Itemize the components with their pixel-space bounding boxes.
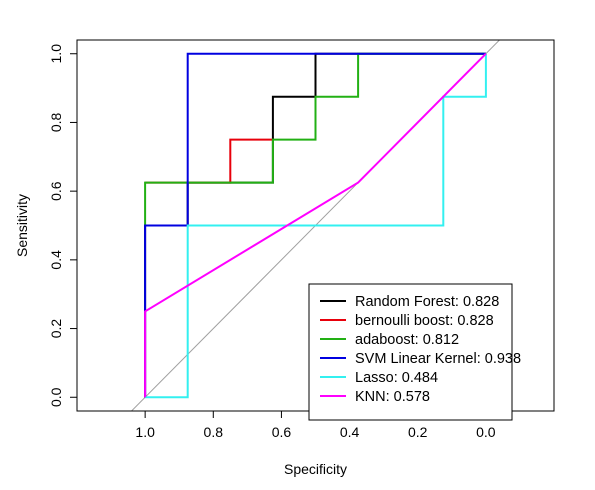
y-tick-label: 0.8 (48, 113, 64, 133)
x-axis-title: Specificity (284, 461, 347, 477)
y-tick-label: 0.2 (48, 319, 64, 339)
x-tick-label: 0.4 (340, 424, 360, 440)
y-tick-label: 0.0 (48, 387, 64, 407)
x-tick-label: 0.8 (204, 424, 224, 440)
x-tick-label: 1.0 (135, 424, 155, 440)
legend-label: adaboost: 0.812 (355, 332, 459, 348)
legend-label: bernoulli boost: 0.828 (355, 313, 494, 329)
y-axis-title: Sensitivity (14, 194, 30, 257)
axes: 1.0 0.8 0.6 0.4 0.2 0.0 0.0 0.2 0.4 0.6 0.8 1.0 (48, 44, 496, 440)
legend-label: SVM Linear Kernel: 0.938 (355, 351, 521, 367)
legend-label: Lasso: 0.484 (355, 370, 438, 386)
series-line-4 (145, 53, 487, 399)
series-line-5 (144, 52, 487, 398)
x-tick-label: 0.2 (408, 424, 428, 440)
legend: Random Forest: 0.828 bernoulli boost: 0.8… (308, 283, 521, 421)
x-tick-label: 0.6 (272, 424, 292, 440)
y-tick-label: 0.4 (48, 250, 64, 270)
x-tick-label: 0.0 (476, 424, 496, 440)
series-line-1 (145, 138, 273, 184)
legend-box (308, 283, 513, 421)
legend-label: Random Forest: 0.828 (355, 294, 499, 310)
y-tick-label: 1.0 (48, 44, 64, 64)
y-tick-label: 0.6 (48, 181, 64, 201)
legend-label: KNN: 0.578 (355, 389, 430, 405)
